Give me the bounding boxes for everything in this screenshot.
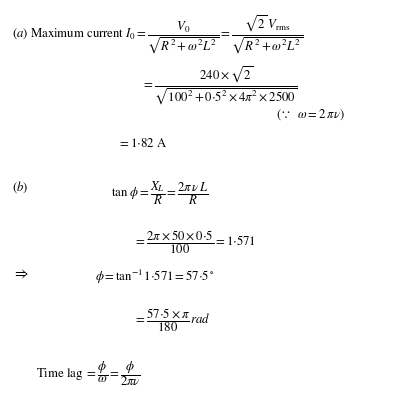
Text: $= 1{\cdot}82\ \mathrm{A}$: $= 1{\cdot}82\ \mathrm{A}$ — [118, 137, 168, 150]
Text: $\Rightarrow$: $\Rightarrow$ — [12, 268, 28, 281]
Text: $(b)$: $(b)$ — [12, 179, 28, 194]
Text: $\phi = \tan^{-1} 1{\cdot}571 = 57{\cdot}5^\circ$: $\phi = \tan^{-1} 1{\cdot}571 = 57{\cdot… — [95, 268, 214, 286]
Text: $\tan\,\phi = \dfrac{X_L}{R} = \dfrac{2\pi\,\nu\, L}{R}$: $\tan\,\phi = \dfrac{X_L}{R} = \dfrac{2\… — [111, 179, 208, 206]
Text: $(a)$ Maximum current $I_0 = \dfrac{V_0}{\sqrt{R^2 + \omega^2 L^2}} = \dfrac{\sq: $(a)$ Maximum current $I_0 = \dfrac{V_0}… — [12, 13, 303, 56]
Text: $= \dfrac{2\pi \times 50 \times 0{\cdot}5}{100} = 1{\cdot}571$: $= \dfrac{2\pi \times 50 \times 0{\cdot}… — [134, 228, 256, 256]
Text: $= \dfrac{57{\cdot}5 \times \pi}{180}\, \mathit{rad}$: $= \dfrac{57{\cdot}5 \times \pi}{180}\, … — [134, 306, 211, 334]
Text: $(\because\ \ \omega = 2\,\pi\,\nu)$: $(\because\ \ \omega = 2\,\pi\,\nu)$ — [276, 108, 346, 122]
Text: Time lag $= \dfrac{\phi}{\omega} = \dfrac{\phi}{2\pi\nu}$: Time lag $= \dfrac{\phi}{\omega} = \dfra… — [36, 359, 140, 388]
Text: $= \dfrac{240 \times \sqrt{2}}{\sqrt{100^2 + 0{\cdot}5^2 \times 4\pi^2 \times 25: $= \dfrac{240 \times \sqrt{2}}{\sqrt{100… — [142, 65, 298, 107]
